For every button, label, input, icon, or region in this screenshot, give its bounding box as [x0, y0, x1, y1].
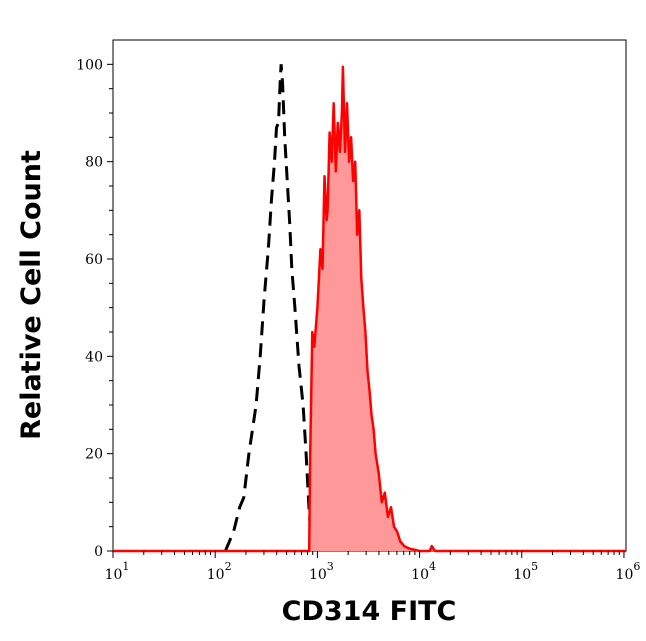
x-tick-label: 104: [411, 560, 436, 583]
stained-histogram-line: [113, 65, 626, 553]
y-axis-title: Relative Cell Count: [16, 150, 47, 440]
y-tick-label: 100: [76, 57, 103, 73]
x-tick-label: 101: [105, 560, 130, 583]
y-tick-label: 0: [94, 544, 103, 560]
isotype-control-histogram-line: [224, 64, 314, 552]
x-axis-title: CD314 FITC: [282, 596, 457, 627]
x-tick-label: 102: [207, 560, 232, 583]
y-tick-label: 20: [85, 447, 103, 463]
y-tick-label: 40: [85, 349, 103, 365]
y-tick-label: 60: [85, 252, 103, 268]
y-tick-label: 80: [85, 155, 103, 171]
x-tick-label: 105: [513, 560, 538, 583]
x-tick-label: 103: [309, 560, 334, 583]
stained-histogram-fill: [113, 66, 626, 552]
x-tick-label: 106: [616, 560, 641, 583]
